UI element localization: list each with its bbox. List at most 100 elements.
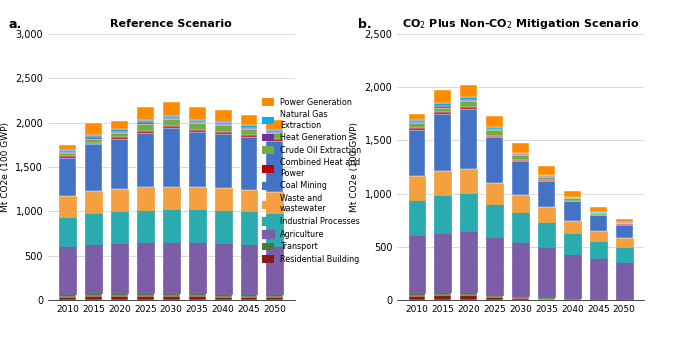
Bar bbox=[266, 120, 284, 130]
Bar bbox=[111, 296, 128, 300]
Bar bbox=[538, 297, 555, 299]
Bar bbox=[538, 177, 555, 180]
Bar bbox=[214, 210, 232, 243]
Bar bbox=[189, 209, 205, 242]
Bar bbox=[512, 153, 529, 154]
Text: b.: b. bbox=[358, 18, 371, 31]
Bar bbox=[85, 123, 102, 135]
Bar bbox=[163, 128, 179, 187]
Bar bbox=[189, 107, 205, 120]
Bar bbox=[240, 125, 258, 128]
Bar bbox=[214, 124, 232, 125]
Bar bbox=[240, 137, 258, 190]
Bar bbox=[408, 123, 425, 128]
Bar bbox=[616, 262, 633, 299]
Bar bbox=[616, 247, 633, 262]
Bar bbox=[486, 137, 503, 183]
Bar bbox=[266, 139, 284, 141]
Bar bbox=[214, 243, 232, 294]
Bar bbox=[214, 188, 232, 210]
Bar bbox=[111, 189, 128, 211]
Bar bbox=[590, 231, 607, 241]
Bar bbox=[564, 201, 581, 221]
Bar bbox=[214, 294, 232, 297]
Bar bbox=[163, 296, 179, 300]
Bar bbox=[266, 213, 284, 246]
Bar bbox=[486, 204, 503, 237]
Bar bbox=[240, 294, 258, 297]
Bar bbox=[59, 217, 76, 246]
Bar bbox=[111, 211, 128, 243]
Bar bbox=[85, 135, 102, 137]
Bar bbox=[163, 102, 179, 116]
Bar bbox=[266, 132, 284, 133]
Bar bbox=[240, 297, 258, 300]
Bar bbox=[163, 126, 179, 128]
Bar bbox=[590, 215, 607, 231]
Bar bbox=[460, 169, 477, 193]
Bar bbox=[266, 294, 284, 297]
Bar bbox=[189, 293, 205, 296]
Bar bbox=[163, 116, 179, 118]
Bar bbox=[460, 85, 477, 97]
Bar bbox=[460, 100, 477, 101]
Bar bbox=[408, 200, 425, 235]
Bar bbox=[460, 101, 477, 107]
Bar bbox=[137, 124, 153, 131]
Bar bbox=[434, 295, 451, 300]
Bar bbox=[460, 232, 477, 292]
Bar bbox=[538, 222, 555, 248]
Bar bbox=[460, 295, 477, 300]
Bar bbox=[564, 197, 581, 198]
Bar bbox=[189, 242, 205, 293]
Bar bbox=[163, 242, 179, 293]
Bar bbox=[59, 196, 76, 217]
Bar bbox=[240, 128, 258, 129]
Bar bbox=[434, 115, 451, 171]
Bar bbox=[189, 132, 205, 187]
Bar bbox=[590, 299, 607, 300]
Bar bbox=[137, 210, 153, 242]
Bar bbox=[512, 298, 529, 300]
Bar bbox=[434, 195, 451, 233]
Bar bbox=[486, 136, 503, 137]
Bar bbox=[434, 292, 451, 295]
Bar bbox=[85, 244, 102, 293]
Bar bbox=[512, 155, 529, 160]
Bar bbox=[137, 122, 153, 124]
Bar bbox=[266, 246, 284, 294]
Bar bbox=[189, 130, 205, 132]
Bar bbox=[512, 160, 529, 161]
Bar bbox=[564, 298, 581, 299]
Bar bbox=[590, 241, 607, 258]
Bar bbox=[266, 130, 284, 132]
Bar bbox=[111, 133, 128, 137]
Bar bbox=[538, 166, 555, 175]
Title: CO$_2$ Plus Non-CO$_2$ Mitigation Scenario: CO$_2$ Plus Non-CO$_2$ Mitigation Scenar… bbox=[402, 17, 639, 31]
Bar bbox=[85, 143, 102, 145]
Bar bbox=[85, 137, 102, 139]
Bar bbox=[189, 122, 205, 123]
Bar bbox=[486, 237, 503, 295]
Bar bbox=[214, 297, 232, 300]
Bar bbox=[137, 107, 153, 120]
Y-axis label: Mt CO2e (100 GWP): Mt CO2e (100 GWP) bbox=[350, 122, 359, 212]
Bar bbox=[460, 193, 477, 232]
Bar bbox=[434, 103, 451, 106]
Bar bbox=[111, 132, 128, 133]
Bar bbox=[85, 213, 102, 244]
Bar bbox=[616, 299, 633, 300]
Bar bbox=[434, 112, 451, 115]
Bar bbox=[564, 221, 581, 233]
Bar bbox=[163, 187, 179, 209]
Title: Reference Scenario: Reference Scenario bbox=[110, 19, 232, 29]
Bar bbox=[266, 192, 284, 213]
Bar bbox=[111, 293, 128, 296]
Bar bbox=[240, 190, 258, 211]
Bar bbox=[111, 139, 128, 189]
Bar bbox=[486, 116, 503, 127]
Bar bbox=[408, 128, 425, 130]
Bar bbox=[460, 109, 477, 169]
Bar bbox=[266, 297, 284, 300]
Bar bbox=[59, 297, 76, 300]
